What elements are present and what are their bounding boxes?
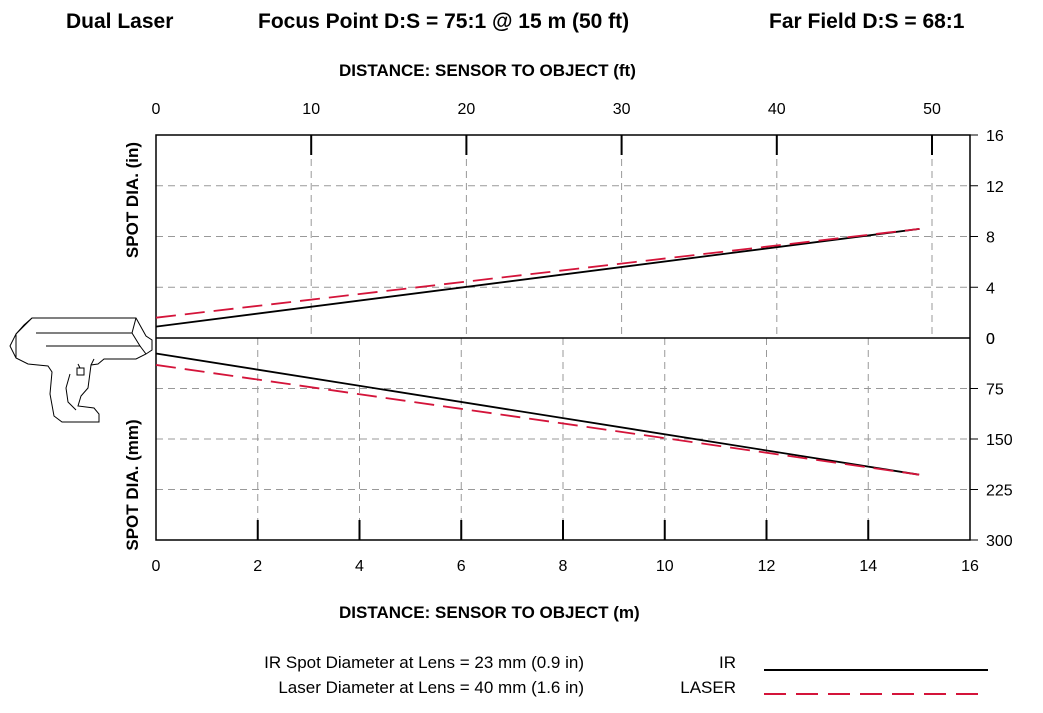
bottom-x-tick-label: 6 [457,558,466,575]
legend-note-ir: IR Spot Diameter at Lens = 23 mm (0.9 in… [264,653,584,672]
bottom-series-ir [155,352,920,476]
legend-label-laser: LASER [680,678,736,697]
top-x-tick-label: 0 [152,101,161,118]
top-y-tick-label: 0 [986,331,995,348]
top-series-ir [155,227,920,328]
bottom-y-tick-label: 0 [986,331,995,348]
bottom-y-tick-label: 300 [986,533,1013,550]
top-x-tick-label: 50 [923,101,941,118]
top-series-laser [155,227,920,319]
bottom-x-axis-title: DISTANCE: SENSOR TO OBJECT (m) [339,603,640,622]
bottom-x-tick-label: 2 [253,558,262,575]
top-y-tick-label: 16 [986,128,1004,145]
bottom-x-tick-label: 10 [656,558,674,575]
top-y-tick-label: 12 [986,179,1004,196]
top-x-tick-label: 30 [613,101,631,118]
bottom-x-tick-label: 4 [355,558,364,575]
top-x-tick-label: 20 [458,101,476,118]
bottom-x-tick-label: 14 [859,558,877,575]
bottom-y-tick-label: 150 [986,432,1013,449]
top-x-axis-title: DISTANCE: SENSOR TO OBJECT (ft) [339,61,636,80]
bottom-x-tick-label: 12 [758,558,776,575]
top-y-tick-label: 8 [986,230,995,247]
chart-title-far-field: Far Field D:S = 68:1 [769,10,965,33]
bottom-x-tick-label: 8 [559,558,568,575]
top-x-tick-label: 40 [768,101,786,118]
legend-swatches [764,669,988,695]
legend-note-laser: Laser Diameter at Lens = 40 mm (1.6 in) [278,678,584,697]
bottom-x-tick-label: 16 [961,558,979,575]
chart-title-dual-laser: Dual Laser [66,10,174,33]
chart-title-focus-point: Focus Point D:S = 75:1 @ 15 m (50 ft) [258,10,630,33]
legend-label-ir: IR [719,653,736,672]
bottom-y-tick-label: 225 [986,483,1013,500]
bottom-series-laser [155,364,920,476]
top-y-tick-label: 4 [986,280,995,297]
bottom-y-tick-label: 75 [986,382,1004,399]
infrared-thermometer-gun-icon [9,317,153,423]
bottom-x-tick-label: 0 [152,558,161,575]
top-x-tick-label: 10 [302,101,320,118]
